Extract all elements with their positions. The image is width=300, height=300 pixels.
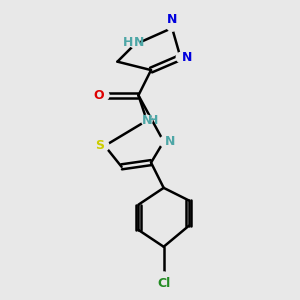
Text: S: S bbox=[95, 139, 104, 152]
Text: H: H bbox=[123, 36, 133, 49]
Text: N: N bbox=[134, 36, 145, 49]
Circle shape bbox=[129, 37, 140, 48]
Circle shape bbox=[158, 272, 169, 283]
Text: N: N bbox=[182, 51, 192, 64]
Text: Cl: Cl bbox=[157, 277, 170, 290]
Circle shape bbox=[142, 115, 152, 126]
Text: N: N bbox=[167, 13, 177, 26]
Circle shape bbox=[160, 136, 170, 147]
Text: O: O bbox=[93, 89, 104, 102]
Circle shape bbox=[98, 140, 109, 151]
Text: N: N bbox=[165, 135, 175, 148]
Circle shape bbox=[98, 90, 109, 101]
Text: N: N bbox=[142, 114, 152, 127]
Text: H: H bbox=[148, 114, 158, 127]
Circle shape bbox=[176, 52, 187, 63]
Circle shape bbox=[167, 21, 177, 31]
